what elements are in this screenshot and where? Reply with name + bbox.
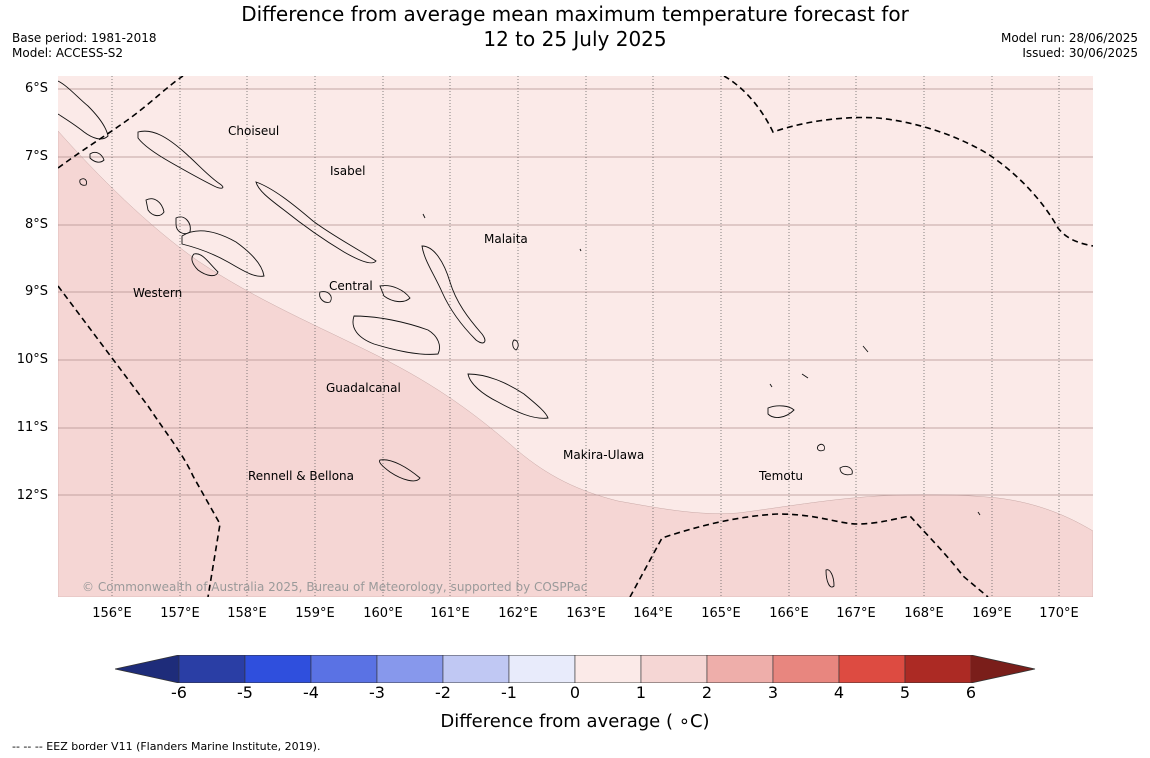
- copyright-notice: © Commonwealth of Australia 2025, Bureau…: [82, 580, 588, 594]
- colorbar-tick-label: -4: [303, 683, 319, 702]
- lon-label-161e: 161°E: [430, 606, 470, 621]
- colorbar-cell: [640, 655, 708, 683]
- colorbar-cell: [838, 655, 906, 683]
- colorbar-cell: [442, 655, 510, 683]
- model-run: Model run: 28/06/2025: [1000, 31, 1138, 45]
- colorbar-tick-label: 6: [965, 683, 977, 702]
- issued-date: Issued: 30/06/2025: [1022, 46, 1138, 60]
- place-label-western: Western: [133, 286, 183, 300]
- coastlines: [58, 80, 981, 588]
- eez-legend: -- -- -- EEZ border V11 (Flanders Marine…: [12, 740, 321, 753]
- shade-1-to-2: [58, 130, 1093, 597]
- colorbar-label: Difference from average ( ∘C): [440, 711, 710, 732]
- colorbar-tick-label: -1: [501, 683, 517, 702]
- colorbar-tick-label: 1: [635, 683, 647, 702]
- colorbar-tick-label: -3: [369, 683, 385, 702]
- title-line-1: Difference from average mean maximum tem…: [241, 2, 909, 26]
- chart-title: Difference from average mean maximum tem…: [0, 2, 1150, 52]
- lat-gridlines: [58, 88, 1093, 496]
- forecast-map: [58, 76, 1093, 597]
- place-label-guadalcanal: Guadalcanal: [326, 381, 401, 395]
- colorbar-cell: [772, 655, 840, 683]
- lon-label-166e: 166°E: [769, 606, 809, 621]
- colorbar-cell: [706, 655, 774, 683]
- place-label-central: Central: [329, 279, 373, 293]
- lon-label-168e: 168°E: [904, 606, 944, 621]
- colorbar-over-arrow: [971, 655, 1035, 683]
- colorbar-cell: [574, 655, 642, 683]
- lon-label-156e: 156°E: [92, 606, 132, 621]
- lat-label-6s: 6°S: [24, 81, 48, 96]
- lon-label-159e: 159°E: [295, 606, 335, 621]
- lat-label-8s: 8°S: [24, 217, 48, 232]
- meta-right: Model run: 28/06/2025 Issued: 30/06/2025: [1001, 31, 1138, 61]
- lon-label-162e: 162°E: [498, 606, 538, 621]
- colorbar-cell: [508, 655, 576, 683]
- place-label-makira-ulawa: Makira-Ulawa: [563, 448, 645, 462]
- colorbar-under-arrow: [115, 655, 179, 683]
- base-period: Base period: 1981-2018: [12, 31, 157, 45]
- colorbar-tick-label: 4: [833, 683, 845, 702]
- title-line-2: 12 to 25 July 2025: [483, 27, 667, 51]
- place-label-rennell-bellona: Rennell & Bellona: [248, 469, 355, 483]
- colorbar-tick-label: 5: [899, 683, 911, 702]
- lat-label-12s: 12°S: [16, 488, 48, 503]
- lon-label-169e: 169°E: [972, 606, 1012, 621]
- lon-label-167e: 167°E: [836, 606, 876, 621]
- colorbar-cell: [376, 655, 444, 683]
- colorbar-cell: [244, 655, 312, 683]
- lon-label-160e: 160°E: [363, 606, 403, 621]
- colorbar-cell: [178, 655, 246, 683]
- colorbar-tick-label: 0: [569, 683, 581, 702]
- lat-label-9s: 9°S: [24, 284, 48, 299]
- colorbar-cells: [178, 655, 972, 683]
- lon-label-163e: 163°E: [566, 606, 606, 621]
- colorbar-tick-label: -5: [237, 683, 253, 702]
- lon-label-158e: 158°E: [227, 606, 267, 621]
- place-label-malaita: Malaita: [484, 232, 528, 246]
- colorbar: [115, 655, 1036, 683]
- lat-label-10s: 10°S: [16, 352, 48, 367]
- colorbar-cell: [310, 655, 378, 683]
- colorbar-tick-label: 2: [701, 683, 713, 702]
- lon-label-165e: 165°E: [701, 606, 741, 621]
- colorbar-tick-label: 3: [767, 683, 779, 702]
- place-label-temotu: Temotu: [759, 469, 804, 483]
- model-name: Model: ACCESS-S2: [12, 46, 124, 60]
- colorbar-tick-label: -2: [435, 683, 451, 702]
- colorbar-cell: [904, 655, 972, 683]
- lon-label-157e: 157°E: [160, 606, 200, 621]
- place-label-choiseul: Choiseul: [228, 124, 280, 138]
- eez-border: [58, 76, 1093, 597]
- meta-left: Base period: 1981-2018 Model: ACCESS-S2: [12, 31, 157, 61]
- lat-label-7s: 7°S: [24, 149, 48, 164]
- lat-label-11s: 11°S: [16, 420, 48, 435]
- lon-label-170e: 170°E: [1039, 606, 1079, 621]
- lon-label-164e: 164°E: [633, 606, 673, 621]
- colorbar-tick-label: -6: [171, 683, 187, 702]
- place-label-isabel: Isabel: [330, 164, 366, 178]
